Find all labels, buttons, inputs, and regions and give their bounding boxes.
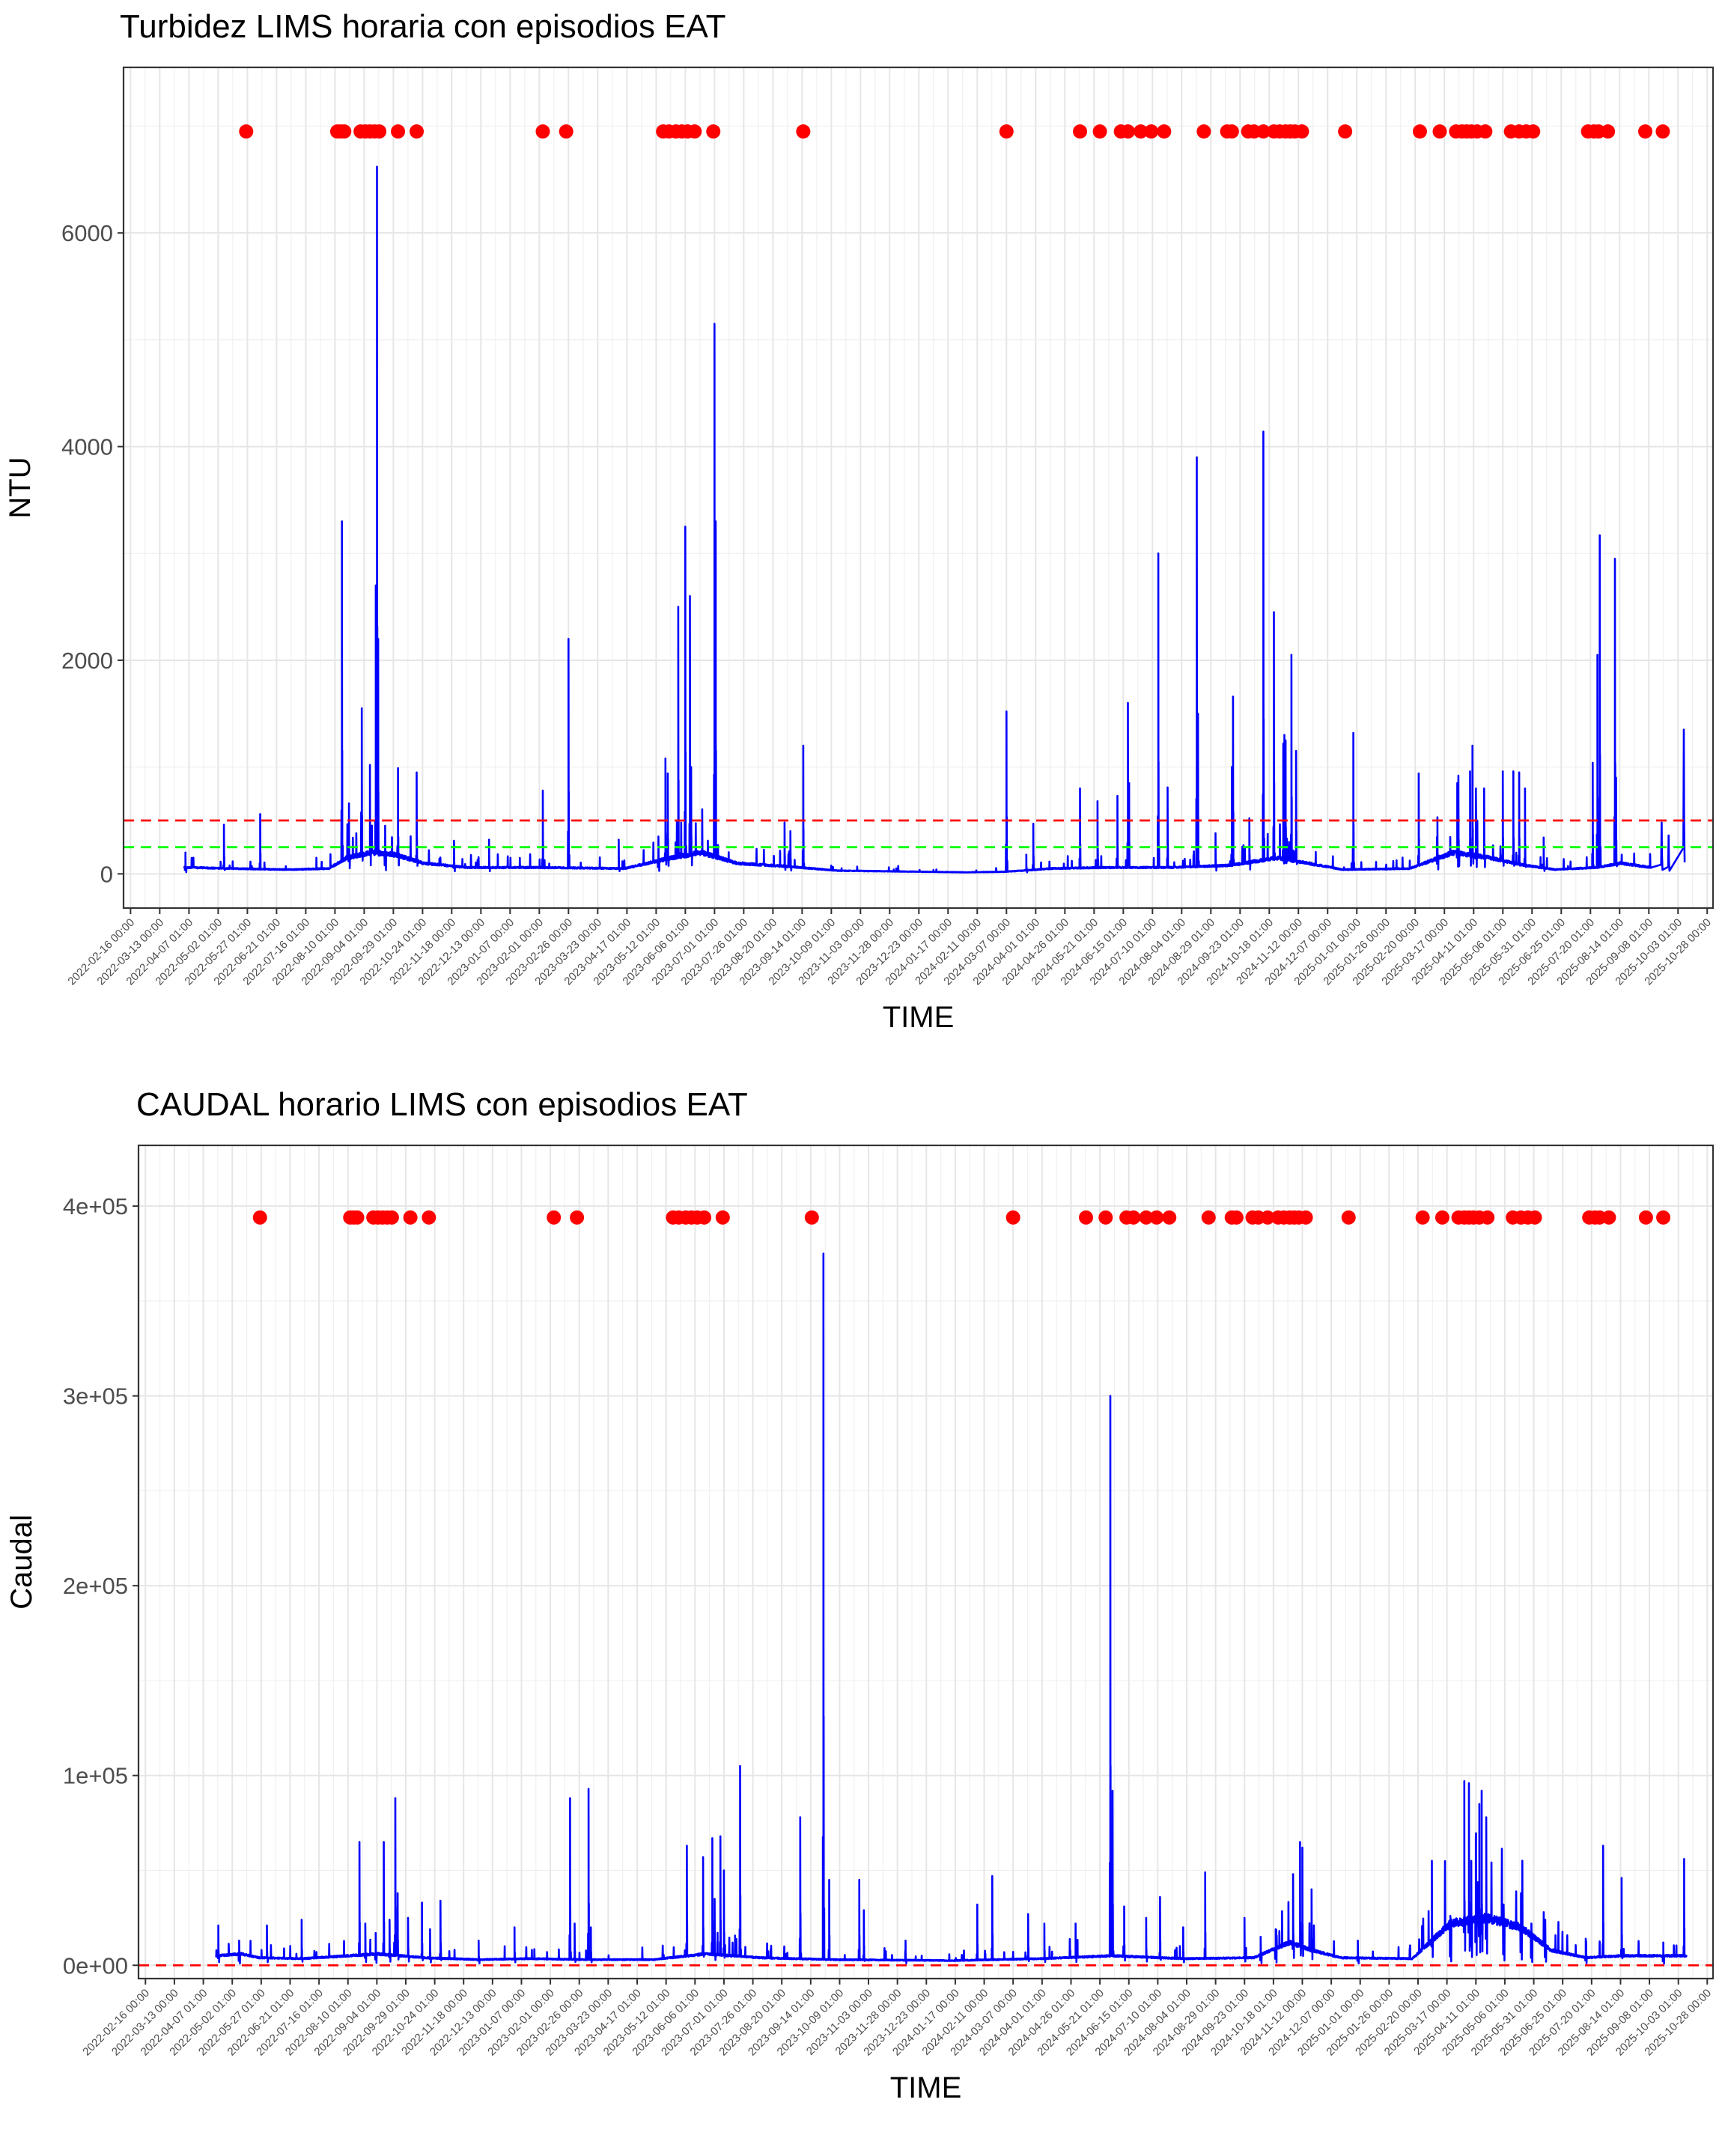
episode-marker: [1294, 124, 1309, 139]
y-tick-label: 0: [100, 861, 113, 887]
y-axis-title: Caudal: [5, 1514, 38, 1610]
episode-marker: [1224, 124, 1239, 139]
y-tick-label: 2000: [61, 648, 113, 674]
episode-marker: [1638, 124, 1653, 139]
episode-marker: [1655, 124, 1670, 139]
series-line: [183, 165, 1686, 874]
episode-marker: [1432, 124, 1447, 139]
episode-marker: [252, 1210, 267, 1225]
episode-marker: [547, 1210, 562, 1225]
episode-marker: [1139, 1210, 1154, 1225]
episode-marker: [239, 124, 254, 139]
series-layer: [139, 1210, 1713, 1967]
episode-marker: [697, 1210, 712, 1225]
episode-marker: [372, 124, 387, 139]
episode-marker: [1006, 1210, 1020, 1225]
episode-marker: [1341, 1210, 1356, 1225]
episode-marker: [1201, 1210, 1216, 1225]
episode-marker: [715, 1210, 730, 1225]
episode-marker: [706, 124, 721, 139]
episode-marker: [1196, 124, 1211, 139]
episode-marker: [403, 1210, 418, 1225]
episode-marker: [1526, 124, 1541, 139]
grid-lines: [139, 1145, 1713, 1979]
y-axis-title: NTU: [4, 457, 37, 518]
episode-marker: [1478, 124, 1493, 139]
episode-marker: [1098, 1210, 1113, 1225]
y-tick-label: 2e+05: [63, 1573, 128, 1599]
episode-marker: [337, 124, 352, 139]
episode-marker: [1601, 1210, 1616, 1225]
series-line: [215, 1252, 1688, 1965]
caudal-chart: CAUDAL horario LIMS con episodios EAT 0e+…: [5, 1086, 1714, 2104]
y-tick-label: 6000: [61, 220, 113, 246]
episode-marker: [1338, 124, 1353, 139]
episode-marker: [796, 124, 811, 139]
series-layer: [124, 124, 1713, 874]
episode-marker: [1480, 1210, 1495, 1225]
episode-marker: [1229, 1210, 1244, 1225]
episode-marker: [384, 1210, 399, 1225]
episode-marker: [1656, 1210, 1671, 1225]
episode-marker: [1079, 1210, 1094, 1225]
chart-title: Turbidez LIMS horaria con episodios EAT: [120, 8, 726, 45]
episode-marker: [687, 124, 702, 139]
episode-marker: [1073, 124, 1088, 139]
y-tick-label: 1e+05: [63, 1763, 128, 1789]
episode-marker: [1149, 1210, 1164, 1225]
grid-lines: [124, 67, 1713, 908]
episode-marker: [1157, 124, 1172, 139]
episode-marker: [1126, 1210, 1141, 1225]
y-tick-label: 4000: [61, 434, 113, 460]
episode-marker: [1601, 124, 1616, 139]
episode-marker: [804, 1210, 819, 1225]
episode-marker: [1435, 1210, 1449, 1225]
caudal-chart-panel: CAUDAL horario LIMS con episodios EAT 0e+…: [0, 1071, 1725, 2156]
episode-marker: [570, 1210, 585, 1225]
y-tick-label: 0e+00: [63, 1952, 128, 1979]
episode-marker: [391, 124, 406, 139]
x-axis-title: TIME: [883, 1001, 955, 1034]
episode-marker: [1415, 1210, 1430, 1225]
episode-marker: [1412, 124, 1427, 139]
y-tick-label: 4e+05: [63, 1193, 128, 1219]
chart-title: CAUDAL horario LIMS con episodios EAT: [136, 1086, 748, 1123]
turbidity-chart: Turbidez LIMS horaria con episodios EAT 0…: [4, 8, 1715, 1034]
episode-marker: [1134, 124, 1149, 139]
episode-marker: [1162, 1210, 1177, 1225]
episode-marker: [350, 1210, 365, 1225]
episode-marker: [559, 124, 574, 139]
y-tick-label: 3e+05: [63, 1383, 128, 1410]
episode-marker: [1144, 124, 1159, 139]
x-axis-title: TIME: [890, 2071, 962, 2104]
episode-marker: [410, 124, 425, 139]
episode-marker: [1527, 1210, 1542, 1225]
episode-marker: [422, 1210, 436, 1225]
episode-marker: [1120, 124, 1135, 139]
episode-marker: [1260, 1210, 1275, 1225]
episode-marker: [1298, 1210, 1313, 1225]
turbidity-chart-panel: Turbidez LIMS horaria con episodios EAT 0…: [0, 0, 1725, 1071]
episode-marker: [1256, 124, 1271, 139]
episode-marker: [1638, 1210, 1653, 1225]
episode-marker: [535, 124, 550, 139]
episode-marker: [999, 124, 1014, 139]
episode-marker: [1092, 124, 1107, 139]
